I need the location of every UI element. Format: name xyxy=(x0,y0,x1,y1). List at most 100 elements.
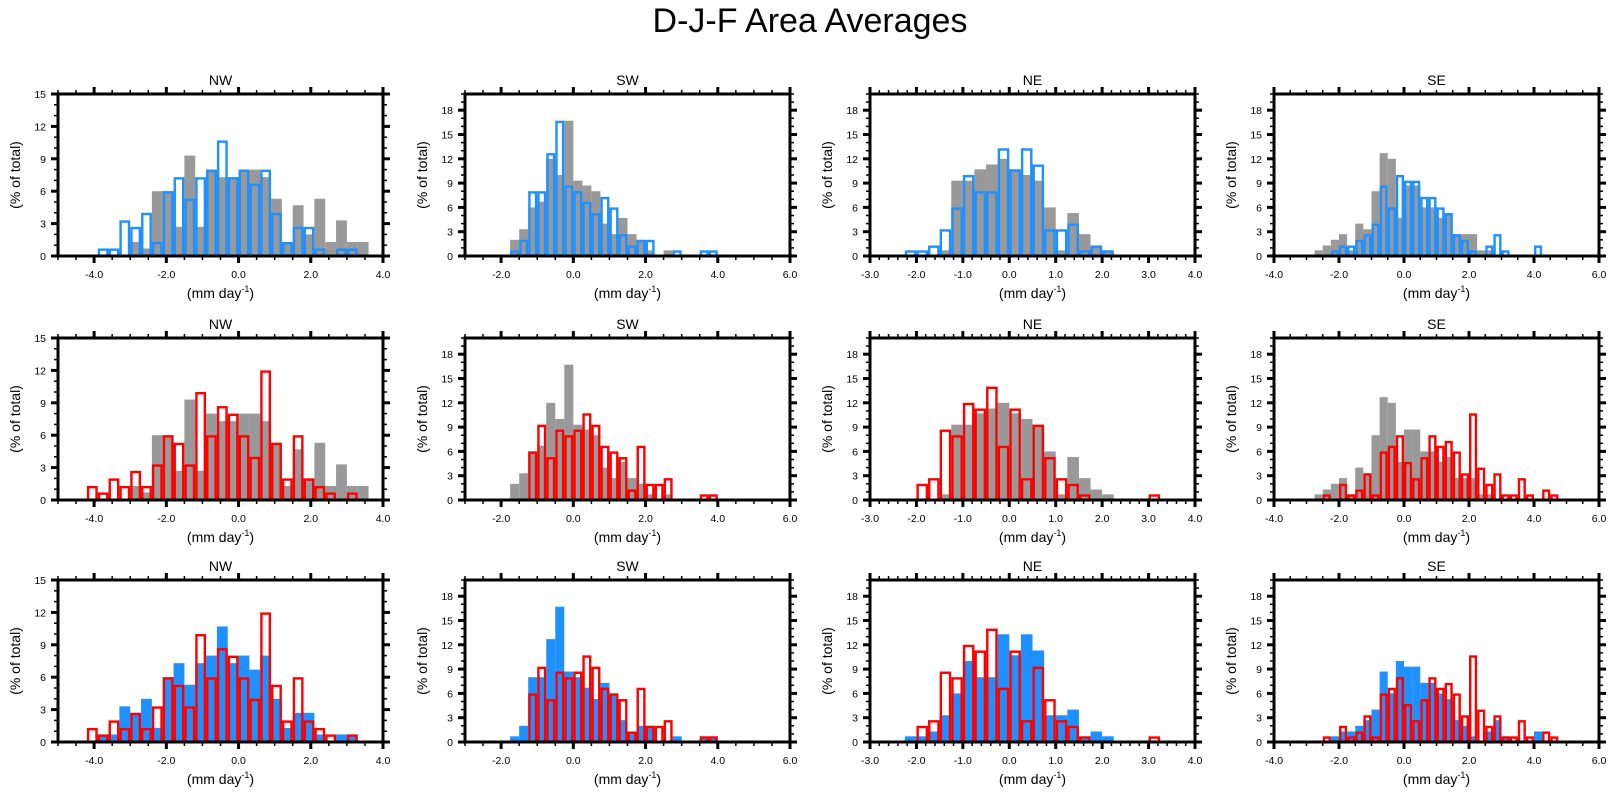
bar-blue-filled xyxy=(1044,715,1056,742)
bar-grey-filled xyxy=(249,169,261,256)
bar-blue-filled xyxy=(216,626,228,742)
panel-title: SE xyxy=(1427,316,1446,332)
bar-blue-filled xyxy=(1009,655,1021,742)
x-tick-label: 0.0 xyxy=(1002,269,1017,281)
bar-grey-filled xyxy=(951,424,963,500)
bar-blue-filled xyxy=(173,663,185,742)
y-tick-label: 0 xyxy=(852,495,858,507)
bar-blue-filled xyxy=(1363,720,1372,742)
bar-grey-filled xyxy=(206,413,217,500)
bar-grey-filled xyxy=(618,461,628,500)
bar-blue-filled xyxy=(951,693,963,742)
y-tick-label: 12 xyxy=(441,640,453,652)
y-tick-label: 12 xyxy=(441,154,453,166)
y-tick-label: 12 xyxy=(34,365,46,377)
x-tick-label: -2.0 xyxy=(1330,269,1348,281)
bar-blue-filled xyxy=(1020,634,1033,742)
bar-blue-filled xyxy=(1420,682,1429,742)
bar-blue-filled xyxy=(1412,666,1421,742)
bar-red-outline xyxy=(928,478,940,502)
y-tick-label: 6 xyxy=(1256,202,1262,214)
bar-blue-filled xyxy=(645,725,655,742)
bar-grey-filled xyxy=(609,478,619,500)
bar-blue-filled xyxy=(1444,699,1453,742)
bar-grey-filled xyxy=(1420,207,1429,256)
bar-grey-filled xyxy=(1078,234,1091,256)
panel-sw-r2: -2.0 0.0 2.0 4.0 6.0 0 3 6 9 12 15 18 SW (mm day-1) (%… xyxy=(414,316,797,545)
x-tick-label: -2.0 xyxy=(157,269,175,281)
y-tick-label: 6 xyxy=(447,202,453,214)
x-axis-label: (mm day-1) xyxy=(999,284,1066,301)
y-axis-label: (% of total) xyxy=(7,385,23,453)
bar-blue-filled xyxy=(537,677,547,742)
y-tick-label: 6 xyxy=(40,430,46,442)
y-axis-label: (% of total) xyxy=(414,627,430,695)
x-tick-label: -2.0 xyxy=(157,755,175,767)
bar-red-outline xyxy=(86,727,98,744)
x-tick-label: 6.0 xyxy=(783,269,798,281)
bar-blue-filled xyxy=(314,734,326,742)
bar-grey-filled xyxy=(663,250,673,256)
y-tick-label: 0 xyxy=(852,737,858,749)
bar-grey-filled xyxy=(1420,451,1429,500)
y-tick-label: 6 xyxy=(1256,446,1262,458)
y-tick-label: 15 xyxy=(846,130,858,142)
bar-blue-outline xyxy=(1493,234,1502,258)
bar-grey-filled xyxy=(292,205,304,256)
x-tick-label: 0.0 xyxy=(1002,755,1017,767)
bar-grey-filled xyxy=(974,169,987,256)
x-tick-label: -2.0 xyxy=(1330,755,1348,767)
y-tick-label: 9 xyxy=(1256,178,1262,190)
panel-title: NE xyxy=(1023,72,1042,88)
bar-blue-filled xyxy=(1469,736,1478,742)
y-tick-label: 6 xyxy=(1256,688,1262,700)
bar-red-outline xyxy=(86,485,98,502)
bar-grey-filled xyxy=(1387,158,1396,256)
y-tick-label: 15 xyxy=(846,374,858,386)
bar-blue-filled xyxy=(108,734,120,742)
x-tick-label: 2.0 xyxy=(638,513,653,525)
x-tick-label: 2.0 xyxy=(638,755,653,767)
x-tick-label: 6.0 xyxy=(783,513,798,525)
bar-grey-filled xyxy=(238,413,250,500)
x-tick-label: 6.0 xyxy=(783,755,798,767)
bar-blue-filled xyxy=(962,661,975,742)
bar-grey-filled xyxy=(591,435,601,500)
bar-grey-filled xyxy=(1355,467,1364,500)
x-tick-label: 4.0 xyxy=(1188,755,1203,767)
y-tick-label: 9 xyxy=(40,154,46,166)
bar-red-outline xyxy=(1468,655,1478,744)
bar-blue-filled xyxy=(546,639,556,742)
bar-grey-filled xyxy=(303,478,315,500)
bar-grey-filled xyxy=(1452,478,1461,500)
bar-blue-filled xyxy=(1379,671,1388,742)
bar-grey-filled xyxy=(1477,250,1486,256)
bar-blue-filled xyxy=(1428,682,1437,742)
y-tick-label: 0 xyxy=(1256,251,1262,263)
y-tick-label: 6 xyxy=(40,672,46,684)
y-tick-label: 3 xyxy=(852,227,858,239)
x-tick-label: 4.0 xyxy=(1527,755,1542,767)
bar-blue-filled xyxy=(1501,736,1510,742)
bar-grey-filled xyxy=(303,234,315,256)
bar-grey-filled xyxy=(510,239,520,256)
bar-red-outline xyxy=(1517,478,1526,502)
y-tick-label: 15 xyxy=(1250,374,1262,386)
bar-grey-filled xyxy=(1347,250,1356,256)
y-tick-label: 18 xyxy=(441,105,453,117)
bar-grey-filled xyxy=(195,470,207,500)
bar-grey-filled xyxy=(1363,229,1372,256)
y-tick-label: 9 xyxy=(447,178,453,190)
bar-grey-filled xyxy=(1009,413,1021,500)
y-tick-label: 0 xyxy=(447,737,453,749)
x-tick-label: 4.0 xyxy=(1527,269,1542,281)
bar-grey-filled xyxy=(555,175,565,256)
bar-grey-filled xyxy=(260,177,272,256)
x-tick-label: 2.0 xyxy=(1462,755,1477,767)
bar-grey-filled xyxy=(528,451,538,500)
bar-grey-filled xyxy=(1452,234,1461,256)
x-tick-label: -3.0 xyxy=(861,269,879,281)
bar-grey-filled xyxy=(1404,429,1413,500)
y-tick-label: 12 xyxy=(846,640,858,652)
y-tick-label: 18 xyxy=(441,349,453,361)
